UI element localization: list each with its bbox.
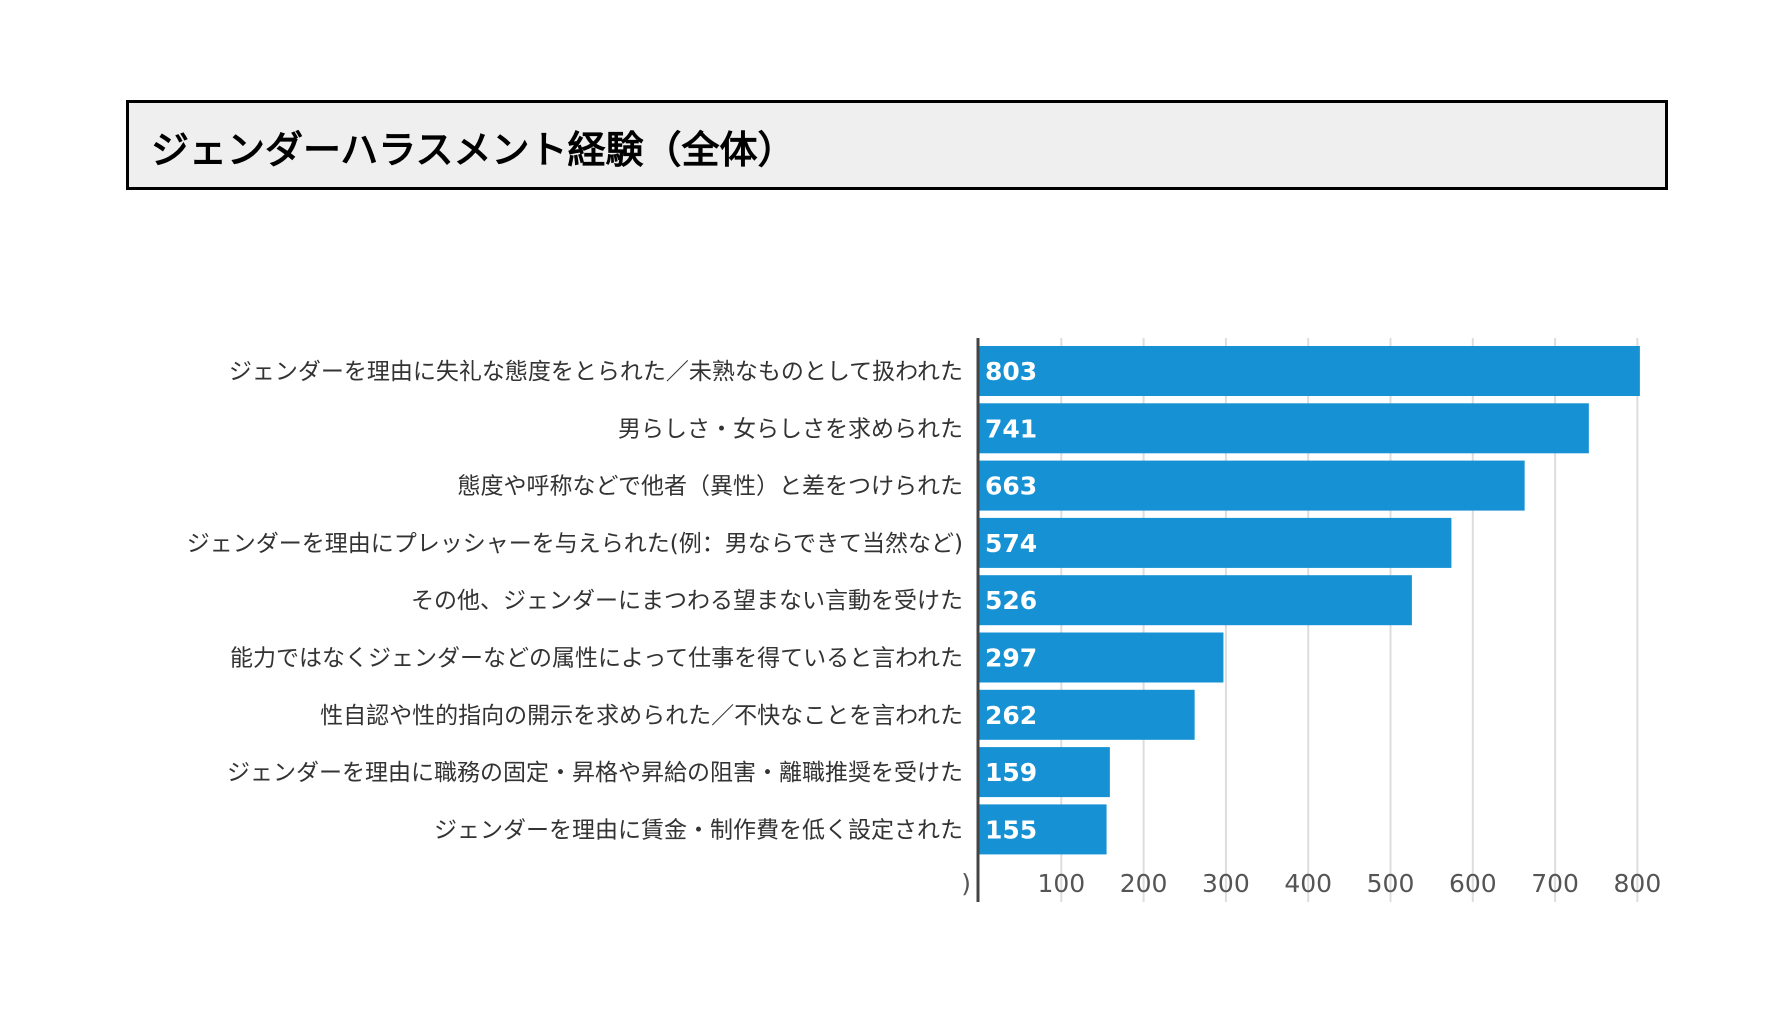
bar <box>979 632 1224 683</box>
bar-value-label: 526 <box>985 586 1037 615</box>
x-tick-label: ) <box>961 869 971 898</box>
category-label: ジェンダーを理由に賃金・制作費を低く設定された <box>434 817 963 843</box>
category-label: ジェンダーを理由に職務の固定・昇格や昇給の阻害・離職推奨を受けた <box>227 760 963 786</box>
category-label: 男らしさ・女らしさを求められた <box>618 416 963 442</box>
category-label: ジェンダーを理由にプレッシャーを与えられた(例：男ならできて当然など) <box>187 531 963 557</box>
x-tick-label: 200 <box>1120 869 1168 898</box>
bar <box>979 346 1640 396</box>
x-tick-label: 300 <box>1202 869 1250 898</box>
bar <box>979 747 1110 798</box>
bar-value-label: 803 <box>985 357 1037 386</box>
category-label: その他、ジェンダーにまつわる望まない言動を受けた <box>411 588 963 614</box>
bar <box>979 517 1452 568</box>
bar-value-label: 574 <box>985 529 1037 558</box>
bar <box>979 575 1412 626</box>
bar <box>979 804 1107 855</box>
x-tick-label: 600 <box>1449 869 1497 898</box>
bar-value-label: 262 <box>985 701 1037 730</box>
bar-value-label: 663 <box>985 472 1037 501</box>
x-tick-label: 800 <box>1614 869 1662 898</box>
bar-value-label: 155 <box>985 815 1037 844</box>
chart-title-box: ジェンダーハラスメント経験（全体） <box>126 100 1668 190</box>
chart-title: ジェンダーハラスメント経験（全体） <box>151 128 796 172</box>
bar-value-label: 741 <box>985 414 1037 443</box>
x-tick-label: 700 <box>1531 869 1579 898</box>
category-label: ジェンダーを理由に失礼な態度をとられた／未熟なものとして扱われた <box>229 359 963 385</box>
category-label: 性自認や性的指向の開示を求められた／不快なことを言われた <box>320 703 963 729</box>
bar <box>979 460 1525 511</box>
x-tick-label: 500 <box>1367 869 1415 898</box>
bar <box>979 689 1195 740</box>
x-tick-label: 400 <box>1284 869 1332 898</box>
bar-value-label: 159 <box>985 758 1037 787</box>
bar <box>979 403 1589 454</box>
category-label: 態度や呼称などで他者（異性）と差をつけられた <box>457 474 963 500</box>
category-label: 能力ではなくジェンダーなどの属性によって仕事を得ていると言われた <box>230 646 963 672</box>
bar-value-label: 297 <box>985 644 1037 673</box>
x-tick-label: 100 <box>1037 869 1085 898</box>
